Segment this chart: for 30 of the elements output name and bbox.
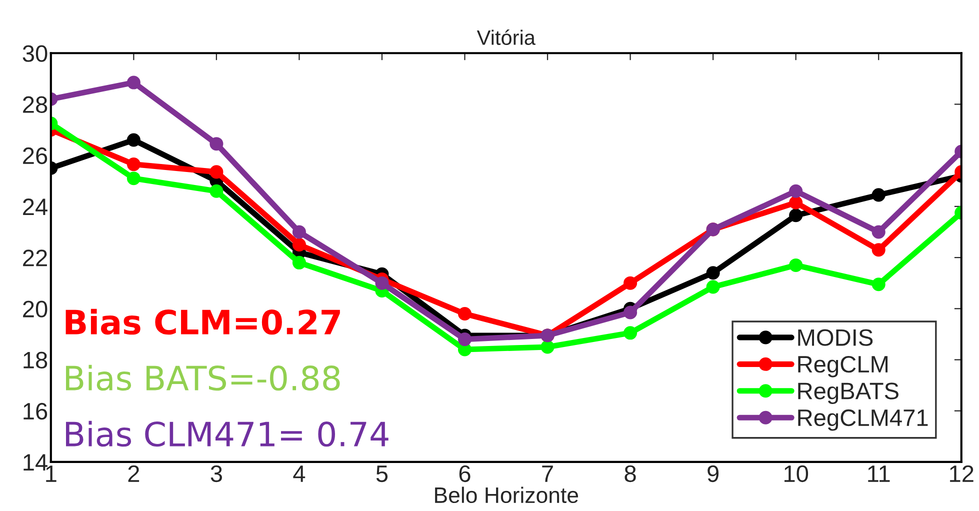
x-tick-label: 7 bbox=[542, 466, 553, 482]
y-tick-label: 18 bbox=[24, 352, 48, 369]
chart-title: Vitória bbox=[476, 29, 536, 46]
y-tick-label: 24 bbox=[23, 198, 48, 215]
y-tick-label: 20 bbox=[23, 300, 48, 318]
legend-label: RegCLM471 bbox=[798, 409, 928, 431]
x-axis-title: Belo Horizonte bbox=[435, 486, 578, 504]
annotation: Bias CLM=0.27 bbox=[66, 308, 340, 335]
x-tick-label: 4 bbox=[293, 466, 306, 482]
annotation: Bias BATS=-0.88 bbox=[66, 364, 340, 391]
x-tick-label: 12 bbox=[950, 465, 974, 482]
legend-label: RegBATS bbox=[798, 382, 898, 404]
y-tick-label: 26 bbox=[23, 147, 48, 164]
legend-label: RegCLM bbox=[798, 356, 888, 378]
annotation: Bias CLM471= 0.74 bbox=[66, 420, 388, 447]
x-tick-label: 5 bbox=[376, 466, 388, 482]
x-tick-label: 3 bbox=[210, 465, 222, 482]
x-tick-label: 9 bbox=[708, 465, 719, 482]
legend-label: MODIS bbox=[798, 329, 873, 346]
x-tick-label: 6 bbox=[459, 465, 470, 482]
x-tick-label: 11 bbox=[868, 466, 890, 482]
x-tick-label: 2 bbox=[128, 465, 140, 482]
x-tick-label: 8 bbox=[624, 465, 636, 482]
y-tick-label: 22 bbox=[23, 250, 47, 266]
y-tick-label: 14 bbox=[24, 454, 48, 470]
y-tick-label: 16 bbox=[24, 402, 48, 420]
y-tick-label: 30 bbox=[22, 45, 48, 62]
x-tick-label: 1 bbox=[46, 466, 56, 482]
x-tick-label: 10 bbox=[784, 465, 808, 482]
y-tick-label: 28 bbox=[23, 96, 48, 114]
